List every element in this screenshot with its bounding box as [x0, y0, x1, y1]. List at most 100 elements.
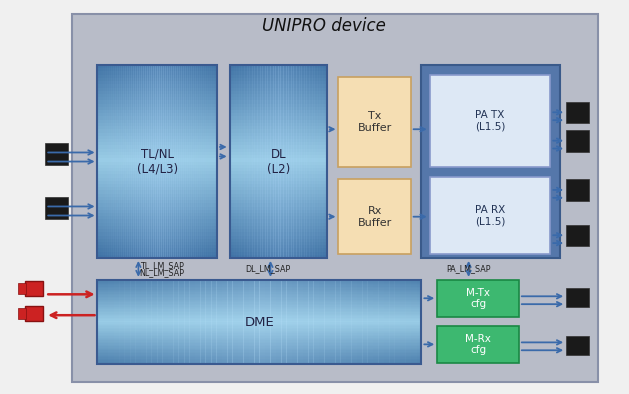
Bar [72, 14, 598, 382]
Bar [254, 280, 260, 364]
Bar [164, 65, 166, 258]
Bar [97, 139, 217, 142]
Bar [123, 65, 126, 258]
Bar [255, 65, 258, 258]
Bar [269, 65, 271, 258]
Bar [97, 289, 421, 291]
Bar [97, 255, 217, 258]
Bar [230, 184, 327, 187]
Bar [230, 251, 327, 255]
Bar [230, 78, 327, 81]
Bar [319, 280, 325, 364]
Bar [97, 322, 421, 323]
Bar [109, 65, 112, 258]
Bar [97, 180, 217, 184]
Text: Tx
Buffer: Tx Buffer [357, 112, 392, 133]
Bar [221, 280, 228, 364]
Bar [264, 65, 266, 258]
Bar [111, 65, 114, 258]
Bar [230, 235, 327, 239]
Bar [97, 116, 217, 120]
Bar [97, 136, 217, 139]
Bar [405, 280, 411, 364]
Bar [116, 65, 118, 258]
Bar [298, 280, 303, 364]
Text: PA RX
(L1.5): PA RX (L1.5) [475, 205, 505, 227]
Bar [97, 164, 217, 168]
Bar [97, 279, 421, 281]
Bar [97, 87, 217, 91]
Bar [118, 65, 120, 258]
Bar [292, 280, 298, 364]
Bar [566, 336, 589, 355]
Bar [97, 306, 421, 308]
Bar [230, 225, 327, 229]
Bar [230, 116, 327, 120]
Bar [230, 81, 327, 84]
Bar [335, 280, 341, 364]
Bar [25, 281, 43, 296]
Bar [97, 103, 217, 107]
Bar [97, 216, 217, 219]
Bar [265, 280, 271, 364]
Bar [168, 280, 174, 364]
Bar [195, 65, 198, 258]
Bar [236, 65, 238, 258]
Bar [277, 65, 279, 258]
Bar [97, 280, 104, 364]
Text: PA_LM_SAP: PA_LM_SAP [447, 264, 491, 273]
Bar [200, 280, 206, 364]
Bar [97, 330, 421, 332]
Bar [119, 280, 125, 364]
Bar [97, 203, 217, 206]
Bar [171, 65, 174, 258]
Text: UNIPRO device: UNIPRO device [262, 17, 386, 35]
Bar [230, 210, 327, 213]
Bar [389, 280, 395, 364]
Bar [260, 65, 263, 258]
Bar [189, 280, 195, 364]
Bar [338, 179, 411, 254]
Bar [235, 65, 237, 258]
Bar [97, 327, 421, 329]
Text: DME: DME [245, 316, 274, 329]
Bar [230, 65, 327, 68]
Bar [259, 280, 265, 364]
Bar [308, 280, 314, 364]
Bar [149, 65, 152, 258]
Bar [230, 197, 327, 200]
Bar [97, 81, 217, 84]
Bar [193, 65, 196, 258]
Bar [181, 65, 184, 258]
Bar [311, 65, 313, 258]
Bar [265, 65, 267, 258]
Bar [230, 87, 327, 91]
Bar [108, 65, 110, 258]
Text: PA TX
(L1.5): PA TX (L1.5) [475, 110, 505, 132]
Bar [97, 158, 217, 162]
Bar [97, 119, 217, 123]
Bar [97, 308, 421, 309]
Bar [97, 94, 217, 97]
Bar [230, 167, 327, 171]
Bar [97, 152, 217, 155]
Bar [97, 351, 421, 353]
Bar [97, 360, 421, 362]
Bar [211, 280, 217, 364]
Bar [288, 65, 291, 258]
Bar [97, 301, 421, 302]
Bar [97, 229, 217, 232]
Bar [97, 339, 421, 340]
Bar [275, 65, 277, 258]
Bar [97, 329, 421, 331]
Bar [97, 295, 421, 297]
Bar [230, 177, 327, 181]
Bar [97, 123, 217, 126]
Bar [103, 280, 109, 364]
Bar [183, 65, 186, 258]
Bar [97, 323, 421, 325]
Bar [215, 65, 218, 258]
Bar [230, 255, 327, 258]
Bar [97, 312, 421, 314]
Bar [243, 280, 249, 364]
